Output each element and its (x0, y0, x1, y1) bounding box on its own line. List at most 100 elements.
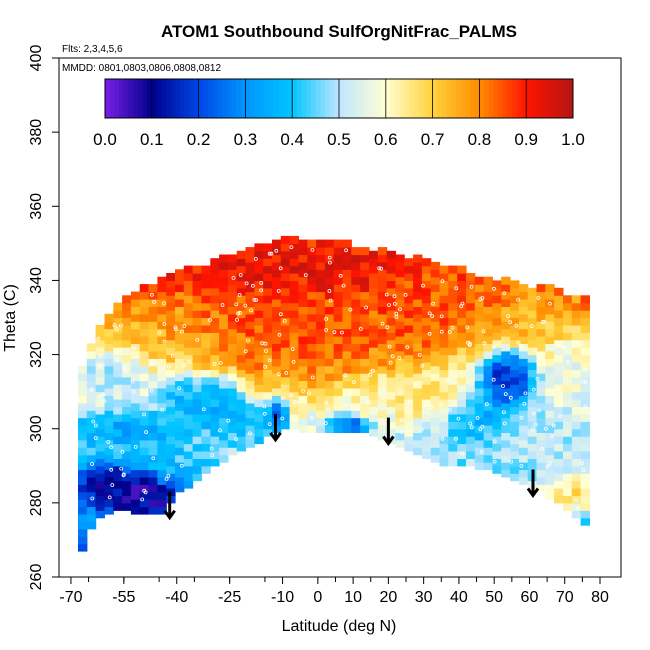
heatmap-cell (227, 410, 238, 419)
sample-point (267, 422, 272, 427)
sample-point (182, 324, 187, 328)
colorbar-segment (329, 79, 335, 118)
heatmap-cell (175, 447, 185, 456)
heatmap-cell (580, 354, 590, 363)
heatmap-cell (272, 373, 282, 382)
heatmap-cell (130, 447, 141, 456)
heatmap-cell (563, 421, 573, 430)
heatmap-cell (210, 287, 220, 296)
heatmap-cell (307, 254, 317, 263)
sample-point (348, 307, 353, 312)
heatmap-cell (474, 321, 485, 330)
colorbar-tick-label: 0.7 (421, 130, 445, 149)
heatmap-cell (289, 302, 299, 311)
heatmap-cell (386, 265, 396, 274)
heatmap-cell (333, 291, 344, 300)
heatmap-cell (386, 287, 396, 296)
heatmap-cell (95, 451, 105, 459)
heatmap-cell (316, 306, 326, 315)
sample-point (259, 288, 264, 293)
sample-point (450, 325, 455, 330)
heatmap-cell (386, 413, 396, 422)
heatmap-cell (227, 321, 238, 330)
heatmap-cell (421, 347, 432, 356)
sample-points (89, 245, 588, 511)
heatmap-cell (536, 365, 546, 374)
heatmap-cell (289, 406, 299, 415)
heatmap-cell (545, 373, 555, 382)
heatmap-cell (263, 384, 273, 393)
heatmap-cell (457, 406, 467, 415)
heatmap-cell (377, 291, 388, 300)
heatmap-cell (369, 295, 379, 304)
heatmap-cell (492, 369, 502, 378)
heatmap-cell (245, 254, 255, 263)
heatmap-cell (466, 428, 476, 437)
heatmap-cell (421, 421, 432, 430)
heatmap-cell (421, 324, 432, 333)
sample-point (556, 387, 561, 392)
heatmap-cell (457, 287, 467, 296)
colorbar-segment (273, 79, 279, 118)
heatmap-cell (192, 458, 202, 467)
heatmap-cell (492, 443, 502, 452)
heatmap-cell (139, 499, 150, 508)
heatmap-cell (360, 425, 370, 433)
x-tick-label: 30 (415, 589, 433, 606)
heatmap-cell (192, 295, 202, 304)
heatmap-cell (413, 402, 423, 411)
heatmap-cell (483, 284, 493, 293)
heatmap-cell (113, 302, 123, 311)
heatmap-cell (272, 239, 282, 248)
heatmap-cell (518, 402, 529, 411)
heatmap-cell (148, 454, 158, 463)
sample-point (243, 303, 248, 308)
heatmap-cell (183, 362, 194, 370)
heatmap-cell (563, 324, 573, 333)
heatmap-cell (183, 406, 194, 415)
heatmap-cell (289, 376, 299, 385)
sample-point (398, 307, 402, 312)
heatmap-cell (360, 395, 370, 404)
heatmap-cell (580, 428, 590, 437)
heatmap-cell (448, 287, 458, 296)
heatmap-cell (227, 380, 238, 389)
heatmap-cell (227, 402, 238, 411)
heatmap-cell (289, 258, 299, 267)
heatmap-cell (457, 317, 467, 326)
heatmap-cell (386, 302, 396, 311)
sample-point (540, 446, 544, 451)
heatmap-cell (227, 254, 238, 263)
heatmap-cell (492, 451, 502, 459)
heatmap-cell (563, 428, 573, 437)
sample-point (533, 422, 538, 427)
sample-point (379, 418, 384, 423)
heatmap-cell (245, 373, 255, 382)
colorbar-segment (156, 79, 162, 118)
heatmap-cell (157, 284, 167, 293)
heatmap-cell (510, 369, 520, 378)
heatmap-cell (210, 399, 220, 408)
heatmap-cell (219, 306, 229, 315)
heatmap-cell (501, 462, 511, 471)
heatmap-cell (166, 406, 176, 415)
heatmap-cell (157, 499, 167, 508)
heatmap-cell (157, 447, 167, 456)
heatmap-cell (104, 417, 114, 426)
heatmap-cell (413, 410, 423, 419)
y-tick-label: 280 (28, 489, 45, 516)
heatmap-cell (104, 484, 114, 493)
heatmap-cell (201, 428, 211, 437)
sample-point (380, 321, 385, 326)
heatmap-cell (201, 399, 211, 408)
heatmap-cell (289, 250, 299, 259)
heatmap-cell (474, 284, 485, 293)
heatmap-cell (254, 280, 264, 289)
colorbar-tick-label: 0.0 (93, 130, 117, 149)
heatmap-cell (219, 276, 229, 285)
heatmap-cell (183, 310, 194, 319)
heatmap-cell (545, 425, 555, 433)
heatmap-cell (113, 473, 123, 482)
colorbar-segment (236, 79, 242, 118)
